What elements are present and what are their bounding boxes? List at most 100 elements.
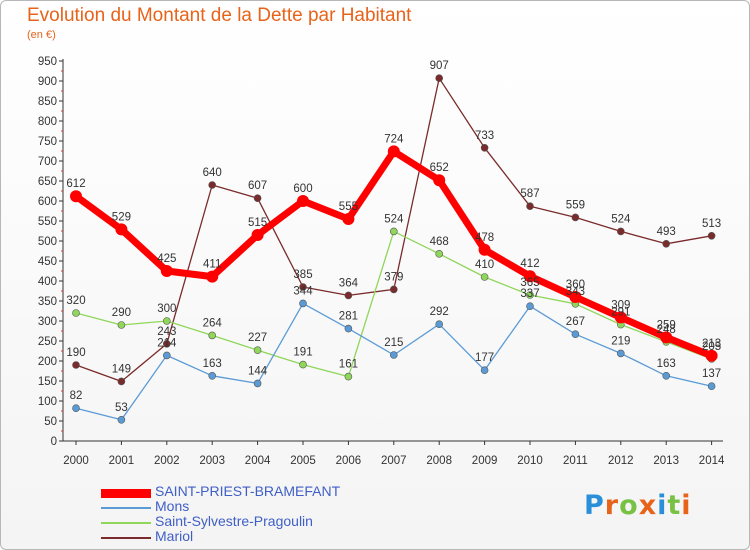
saint-priest-bramefant-point	[342, 213, 355, 225]
saint-sylvestre-pragoulin-data-label: 343	[566, 286, 585, 298]
saint-priest-bramefant-point	[660, 331, 673, 344]
logo-letter: P	[584, 490, 605, 521]
mons-point	[389, 351, 398, 359]
y-tick-label: 200	[38, 356, 57, 368]
mariol-point	[163, 339, 171, 348]
logo-letter: o	[619, 490, 639, 521]
saint-priest-bramefant-data-label: 412	[520, 258, 539, 270]
mariol-point	[480, 144, 489, 152]
saint-priest-bramefant-data-label: 259	[657, 319, 676, 331]
mons-point	[707, 382, 716, 391]
saint-sylvestre-pragoulin-data-label: 205	[702, 341, 721, 353]
mariol-point	[72, 361, 80, 369]
saint-priest-bramefant-point	[614, 311, 627, 324]
y-tick-label: 800	[38, 116, 57, 128]
mons-point	[72, 404, 80, 413]
saint-priest-bramefant-point	[569, 291, 582, 303]
saint-priest-bramefant-data-label: 555	[339, 201, 358, 213]
chart-subtitle: (en €)	[27, 29, 56, 41]
mons-point	[526, 302, 534, 311]
mariol-point	[208, 181, 216, 189]
mariol-data-label: 513	[702, 218, 721, 230]
saint-priest-bramefant-point	[387, 145, 400, 158]
saint-sylvestre-pragoulin-point	[163, 317, 171, 325]
y-tick-label: 150	[38, 376, 57, 388]
saint-priest-bramefant-point	[70, 190, 82, 203]
saint-sylvestre-pragoulin-data-label: 161	[339, 359, 358, 371]
mons-point	[299, 299, 307, 308]
saint-sylvestre-pragoulin-data-label: 365	[520, 277, 539, 289]
mons-data-label: 163	[657, 358, 676, 370]
mariol-data-label: 607	[248, 180, 267, 192]
mariol-data-label: 493	[657, 226, 676, 238]
y-tick-label: 100	[38, 396, 57, 408]
mariol-data-label: 190	[66, 347, 85, 359]
saint-priest-bramefant-data-label: 360	[566, 279, 585, 291]
y-tick-label: 450	[38, 256, 57, 268]
chart-title: Evolution du Montant de la Dette par Hab…	[27, 5, 412, 26]
legend-label: Mariol	[155, 528, 194, 544]
saint-sylvestre-pragoulin-data-label: 248	[657, 324, 676, 336]
x-tick-label: 2006	[336, 455, 362, 467]
y-tick-label: 550	[38, 216, 57, 228]
legend-label: SAINT-PRIEST-BRAMEFANT	[155, 483, 341, 499]
saint-priest-bramefant-data-label: 309	[611, 299, 630, 311]
logo-letter: i	[657, 490, 668, 521]
saint-sylvestre-pragoulin-data-label: 410	[475, 259, 494, 271]
mons-data-label: 337	[520, 288, 539, 300]
x-tick-label: 2010	[517, 455, 543, 467]
x-tick-label: 2013	[653, 455, 679, 467]
mariol-data-label: 907	[430, 60, 449, 72]
saint-priest-bramefant-point	[206, 270, 219, 283]
mons-point	[253, 379, 262, 388]
saint-priest-bramefant-point	[433, 174, 446, 187]
y-tick-label: 750	[38, 136, 57, 148]
saint-priest-bramefant-data-label: 478	[475, 232, 494, 244]
saint-sylvestre-pragoulin-data-label: 320	[66, 295, 85, 307]
saint-priest-bramefant-data-label: 600	[293, 183, 312, 195]
mons-point	[208, 371, 216, 380]
y-tick-label: 0	[51, 436, 57, 448]
y-tick-label: 650	[38, 176, 57, 188]
y-tick-label: 900	[38, 76, 57, 88]
mariol-data-label: 559	[566, 199, 585, 211]
saint-sylvestre-pragoulin-point	[208, 331, 216, 340]
saint-priest-bramefant-data-label: 612	[66, 178, 85, 190]
y-tick-label: 300	[38, 316, 57, 328]
mons-point	[616, 349, 625, 358]
saint-sylvestre-pragoulin-point	[253, 346, 262, 355]
mons-point	[117, 415, 126, 424]
mons-data-label: 82	[70, 390, 83, 402]
mariol-point	[253, 194, 262, 202]
saint-sylvestre-pragoulin-data-label: 264	[203, 317, 223, 329]
legend-swatch	[101, 507, 151, 509]
mariol-point	[435, 74, 444, 82]
y-tick-label: 350	[38, 296, 57, 308]
x-tick-label: 2005	[290, 455, 316, 467]
mariol-data-label: 524	[611, 213, 631, 225]
saint-sylvestre-pragoulin-data-label: 290	[112, 307, 131, 319]
x-tick-label: 2001	[109, 455, 135, 467]
saint-priest-bramefant-point	[115, 223, 128, 236]
mons-data-label: 177	[475, 352, 494, 364]
mons-data-label: 144	[248, 365, 268, 377]
saint-priest-bramefant-point	[251, 229, 264, 241]
mons-data-label: 219	[611, 335, 630, 347]
mariol-data-label: 364	[339, 277, 359, 289]
saint-sylvestre-pragoulin-data-label: 524	[384, 213, 404, 225]
x-tick-label: 2004	[245, 455, 271, 467]
y-tick-label: 50	[44, 416, 57, 428]
mariol-data-label: 243	[157, 326, 176, 338]
saint-sylvestre-pragoulin-data-label: 468	[430, 236, 449, 248]
saint-sylvestre-pragoulin-data-label: 191	[293, 347, 312, 359]
y-tick-label: 600	[38, 196, 57, 208]
mariol-point	[299, 283, 307, 291]
mons-data-label: 292	[430, 306, 449, 318]
saint-sylvestre-pragoulin-point	[117, 321, 126, 329]
saint-sylvestre-pragoulin-point	[480, 273, 489, 281]
mariol-point	[389, 285, 398, 294]
mons-point	[435, 320, 444, 329]
y-tick-label: 850	[38, 96, 57, 108]
legend-swatch	[101, 522, 151, 524]
